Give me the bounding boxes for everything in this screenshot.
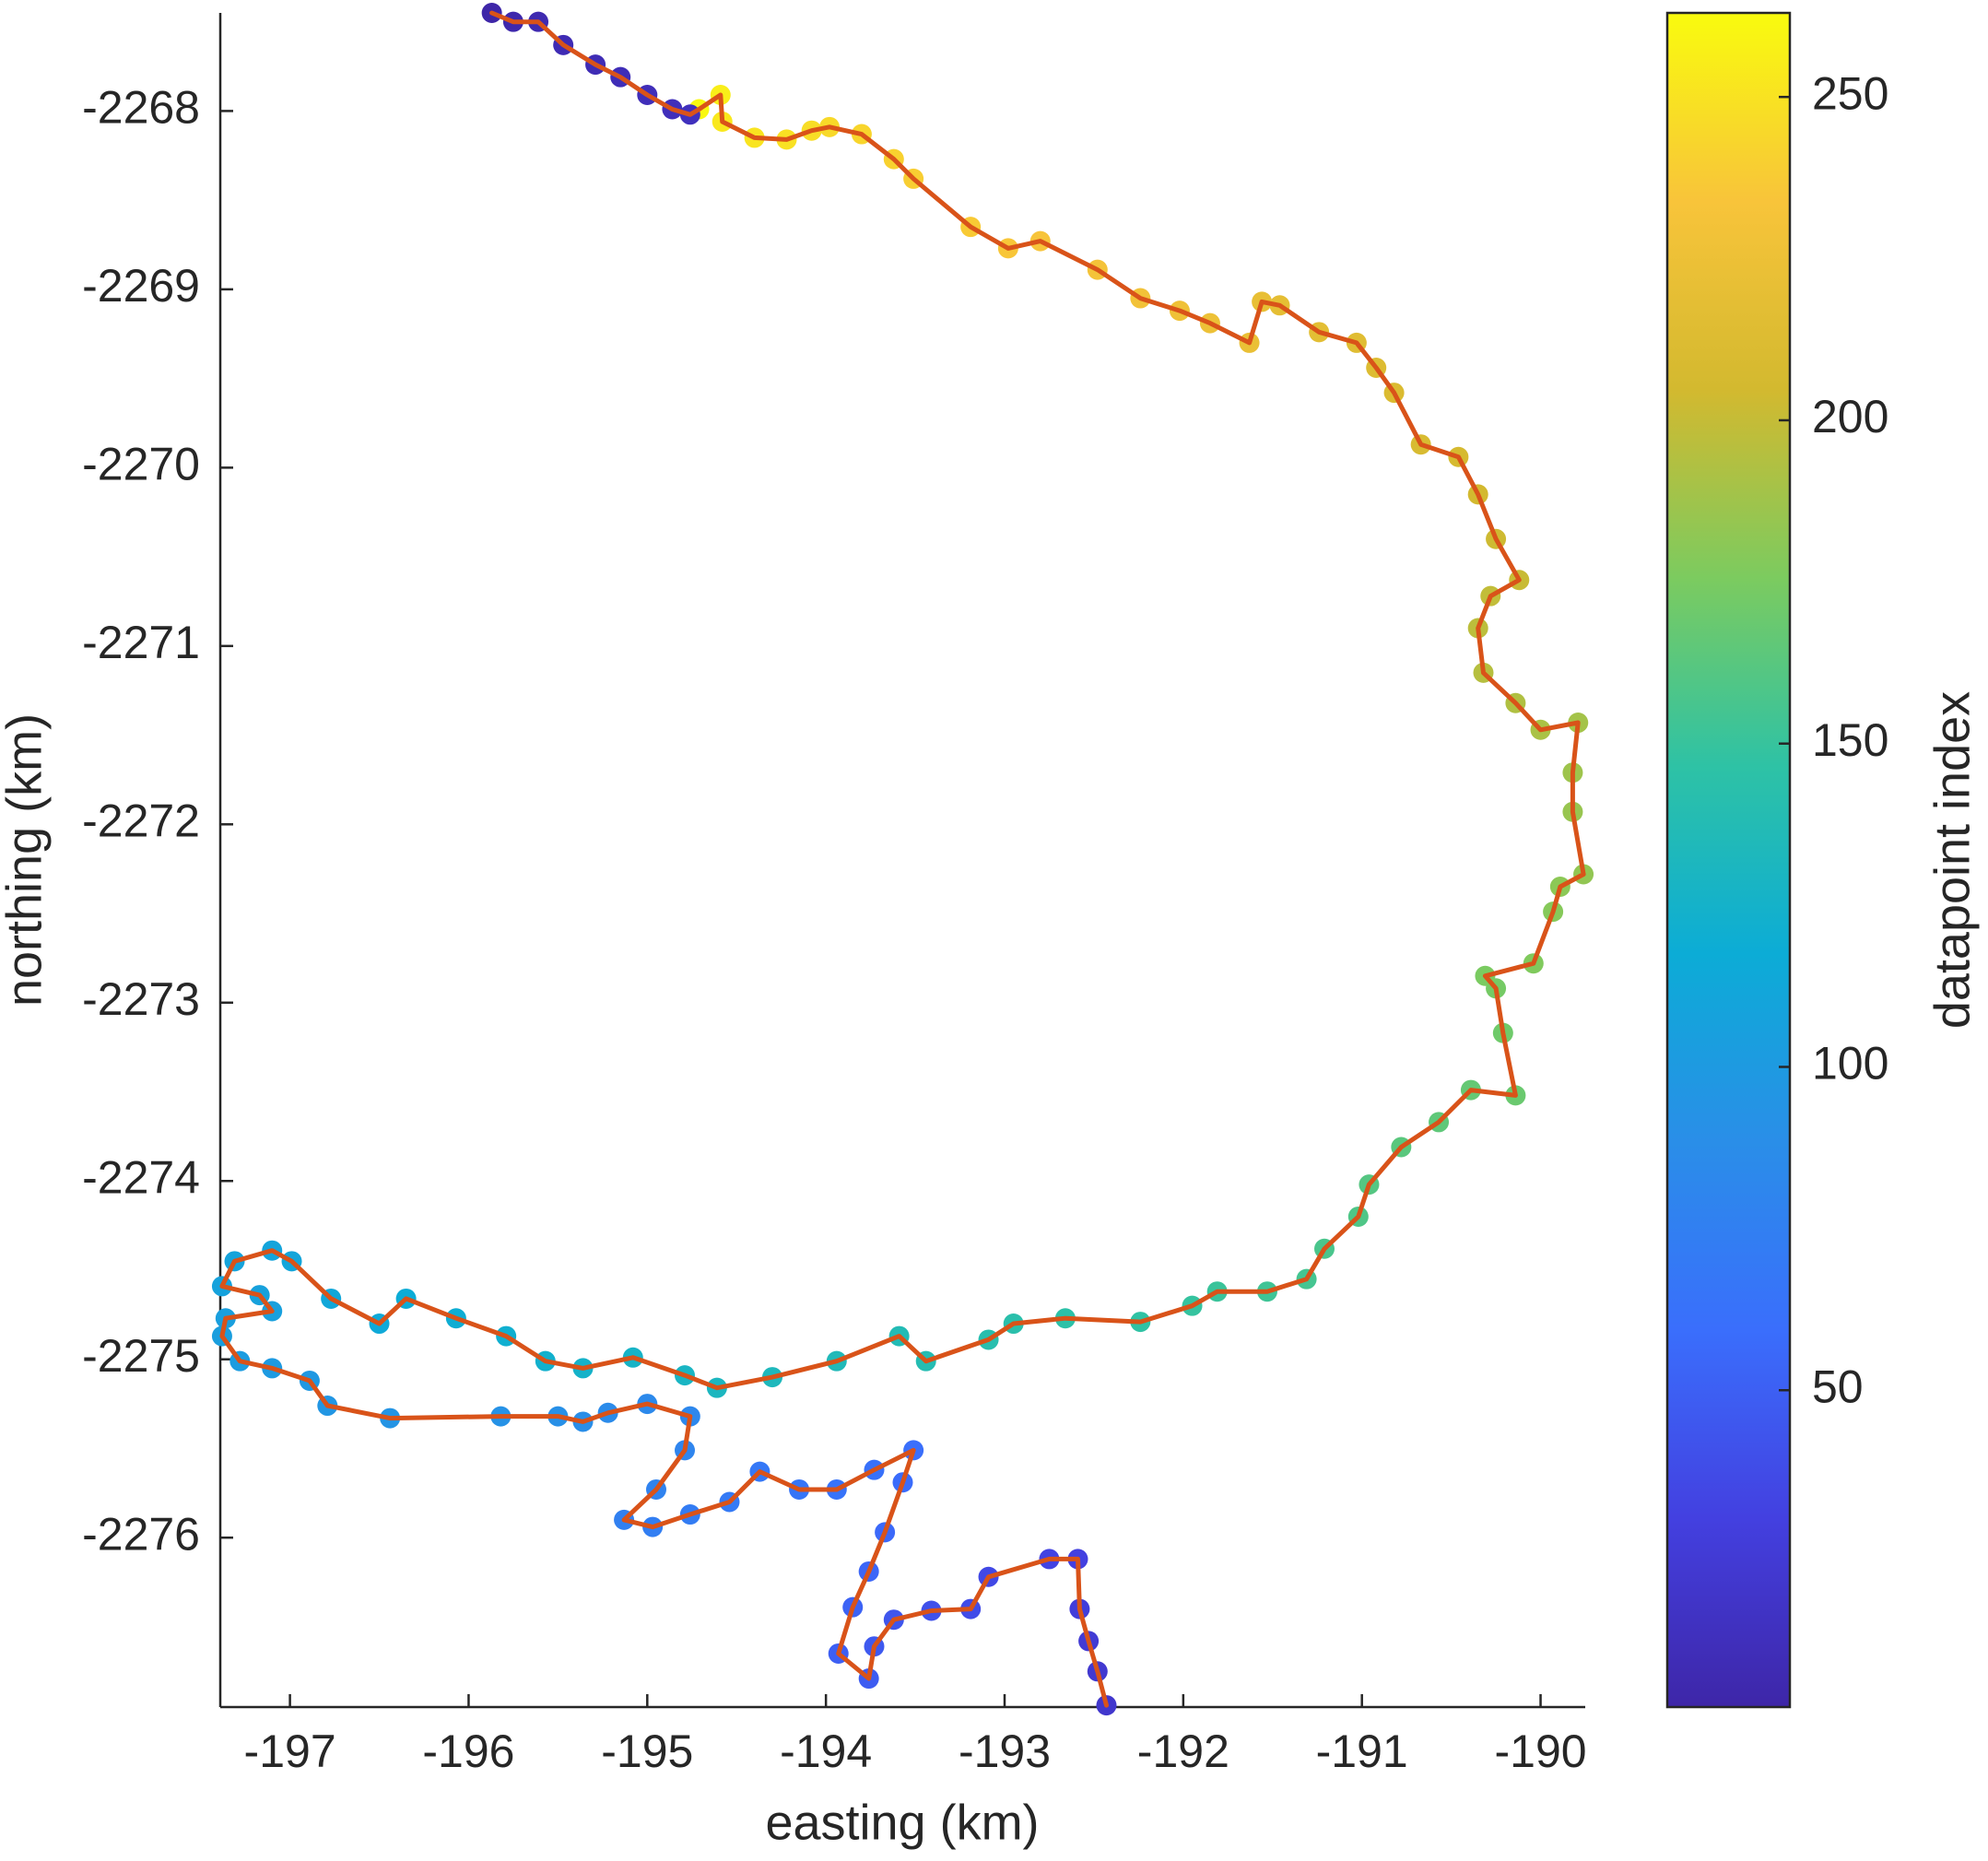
- y-tick-label: -2273: [82, 973, 200, 1025]
- colorbar-tick-label: 250: [1812, 67, 1888, 119]
- colorbar-tick-label: 150: [1812, 714, 1888, 766]
- y-tick-label: -2274: [82, 1151, 200, 1203]
- y-tick-label: -2276: [82, 1508, 200, 1560]
- y-tick-label: -2268: [82, 82, 200, 134]
- colorbar-tick-label: 50: [1812, 1360, 1864, 1412]
- y-tick-label: -2272: [82, 795, 200, 847]
- y-tick-label: -2269: [82, 260, 200, 312]
- colorbar-label: datapoint index: [1924, 691, 1980, 1029]
- x-axis-label: easting (km): [765, 1795, 1039, 1850]
- x-tick-label: -196: [422, 1726, 514, 1777]
- x-tick-label: -195: [601, 1726, 693, 1777]
- colorbar: [1665, 11, 1792, 1709]
- x-tick-label: -194: [780, 1726, 872, 1777]
- colorbar-tick-label: 200: [1812, 391, 1888, 442]
- y-axis-label: northing (km): [0, 713, 52, 1007]
- colorbar-tick-label: 100: [1812, 1038, 1888, 1090]
- y-tick-label: -2271: [82, 617, 200, 668]
- y-tick-label: -2275: [82, 1330, 200, 1382]
- x-tick-label: -197: [244, 1726, 336, 1777]
- y-tick-label: -2270: [82, 439, 200, 490]
- x-tick-label: -190: [1494, 1726, 1586, 1777]
- markers: [211, 3, 1594, 1716]
- x-tick-label: -192: [1137, 1726, 1229, 1777]
- x-tick-label: -193: [959, 1726, 1051, 1777]
- x-tick-label: -191: [1316, 1726, 1408, 1777]
- track-line: [219, 10, 1586, 1708]
